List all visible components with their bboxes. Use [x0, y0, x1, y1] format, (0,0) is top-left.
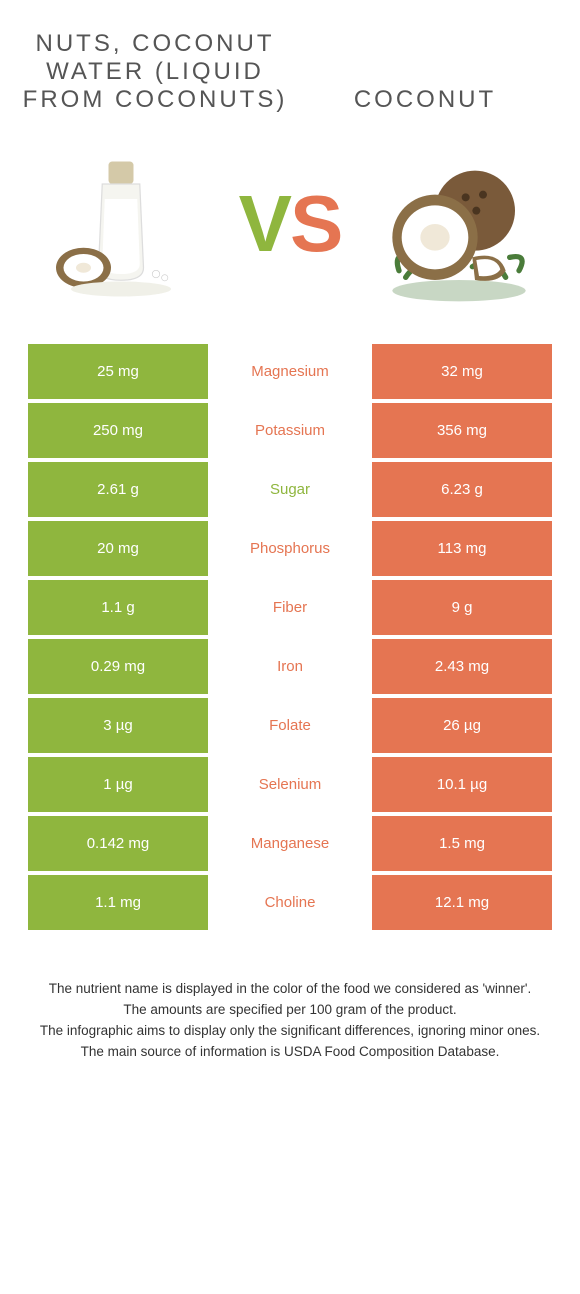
- table-row: 25 mgMagnesium32 mg: [28, 344, 552, 399]
- table-row: 0.29 mgIron2.43 mg: [28, 639, 552, 694]
- right-value: 1.5 mg: [372, 816, 552, 871]
- left-value: 2.61 g: [28, 462, 208, 517]
- right-value: 26 µg: [372, 698, 552, 753]
- left-value: 1.1 g: [28, 580, 208, 635]
- nutrient-label: Phosphorus: [208, 521, 372, 576]
- left-value: 250 mg: [28, 403, 208, 458]
- nutrient-label: Potassium: [208, 403, 372, 458]
- header: Nuts, coconut water (liquid from coconut…: [0, 0, 580, 124]
- coconut-water-icon: [46, 149, 196, 299]
- left-value: 0.29 mg: [28, 639, 208, 694]
- table-row: 2.61 gSugar6.23 g: [28, 462, 552, 517]
- nutrient-label: Manganese: [208, 816, 372, 871]
- nutrient-table: 25 mgMagnesium32 mg250 mgPotassium356 mg…: [28, 344, 552, 930]
- left-value: 25 mg: [28, 344, 208, 399]
- table-row: 250 mgPotassium356 mg: [28, 403, 552, 458]
- left-value: 1 µg: [28, 757, 208, 812]
- nutrient-label: Magnesium: [208, 344, 372, 399]
- right-value: 6.23 g: [372, 462, 552, 517]
- right-value: 32 mg: [372, 344, 552, 399]
- right-value: 356 mg: [372, 403, 552, 458]
- left-value: 20 mg: [28, 521, 208, 576]
- right-value: 10.1 µg: [372, 757, 552, 812]
- table-row: 3 µgFolate26 µg: [28, 698, 552, 753]
- header-left: Nuts, coconut water (liquid from coconut…: [20, 30, 290, 114]
- left-value: 1.1 mg: [28, 875, 208, 930]
- left-title: Nuts, coconut water (liquid from coconut…: [20, 30, 290, 114]
- footer-line: The amounts are specified per 100 gram o…: [20, 1001, 560, 1020]
- nutrient-label: Fiber: [208, 580, 372, 635]
- nutrient-label: Folate: [208, 698, 372, 753]
- left-value: 3 µg: [28, 698, 208, 753]
- right-value: 2.43 mg: [372, 639, 552, 694]
- vs-label: VS: [239, 178, 342, 270]
- right-value: 113 mg: [372, 521, 552, 576]
- images-row: VS: [0, 124, 580, 344]
- right-title: Coconut: [354, 86, 496, 114]
- right-image: [374, 139, 544, 309]
- nutrient-label: Iron: [208, 639, 372, 694]
- table-row: 1.1 gFiber9 g: [28, 580, 552, 635]
- table-row: 20 mgPhosphorus113 mg: [28, 521, 552, 576]
- vs-s: S: [290, 179, 341, 268]
- footer-line: The main source of information is USDA F…: [20, 1043, 560, 1062]
- table-row: 1.1 mgCholine12.1 mg: [28, 875, 552, 930]
- right-value: 9 g: [372, 580, 552, 635]
- nutrient-label: Choline: [208, 875, 372, 930]
- nutrient-label: Sugar: [208, 462, 372, 517]
- footer-notes: The nutrient name is displayed in the co…: [0, 980, 580, 1062]
- header-right: Coconut: [290, 30, 560, 114]
- right-value: 12.1 mg: [372, 875, 552, 930]
- table-row: 1 µgSelenium10.1 µg: [28, 757, 552, 812]
- nutrient-label: Selenium: [208, 757, 372, 812]
- table-row: 0.142 mgManganese1.5 mg: [28, 816, 552, 871]
- left-value: 0.142 mg: [28, 816, 208, 871]
- left-image: [36, 139, 206, 309]
- footer-line: The nutrient name is displayed in the co…: [20, 980, 560, 999]
- coconut-icon: [379, 144, 539, 304]
- vs-v: V: [239, 179, 290, 268]
- footer-line: The infographic aims to display only the…: [20, 1022, 560, 1041]
